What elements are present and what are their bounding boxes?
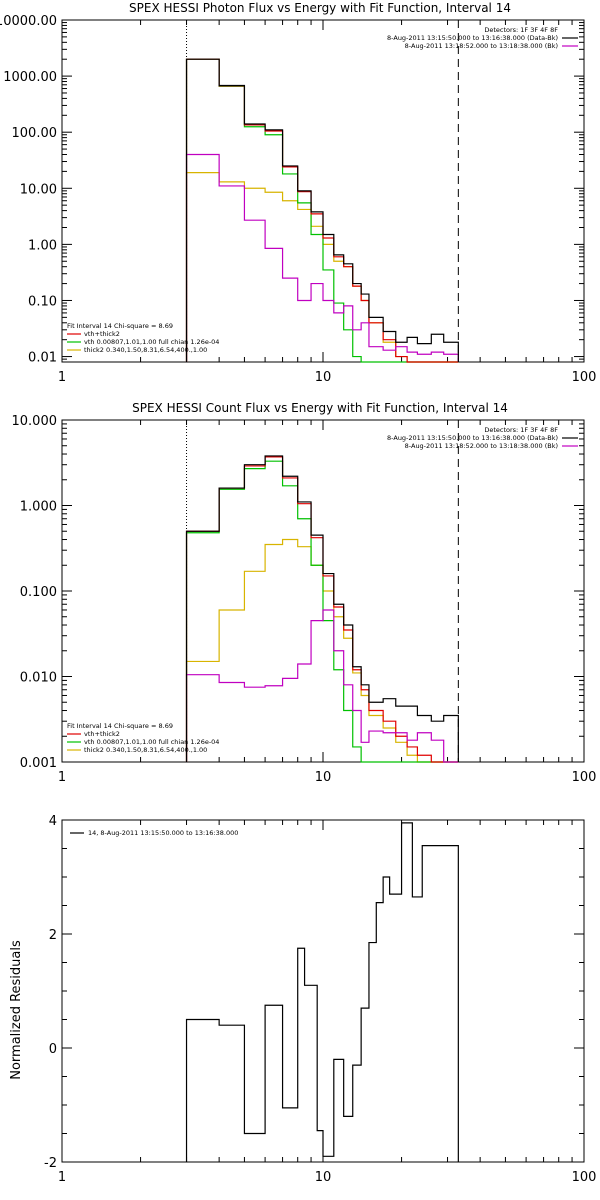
count-flux-panel: SPEX HESSI Count Flux vs Energy with Fit… xyxy=(12,401,597,785)
count-flux-legend-top-label: 8-Aug-2011 13:15:50.000 to 13:16:38.000 … xyxy=(387,434,558,442)
residuals-y-tick-label: 4 xyxy=(49,814,57,829)
photon-flux-series-line xyxy=(185,58,459,363)
residuals-series xyxy=(185,822,459,1162)
photon-flux-legend-bottom-label: vth+thick2 xyxy=(84,330,120,338)
photon-flux-legend-bottom-label: vth 0.00807,1.01,1.00 full chian 1.26e-0… xyxy=(84,338,219,346)
count-flux-series xyxy=(185,420,459,763)
count-flux-legend-top: Detectors: 1F 3F 4F 8F8-Aug-2011 13:15:5… xyxy=(387,426,578,450)
photon-flux-panel: SPEX HESSI Photon Flux vs Energy with Fi… xyxy=(0,1,596,385)
count-flux-y-tick-label: 1.000 xyxy=(20,500,57,515)
photon-flux-axes: 1 10 100 0.01 0.10 1.00 10.00 100.00 1000.00 1000… xyxy=(0,14,596,385)
photon-flux-legend-bottom-label: Fit Interval 14 Chi-square = 8.69 xyxy=(67,322,173,330)
count-flux-legend-bottom: Fit Interval 14 Chi-square = 8.69vth+thi… xyxy=(67,722,219,754)
photon-flux-series-line xyxy=(185,58,459,362)
count-flux-axes: 1 10 100 0.001 0.010 0.100 1.000 10.000 xyxy=(12,414,597,785)
residuals-series-line xyxy=(185,822,459,1162)
count-flux-x-tick-label: 1 xyxy=(58,770,66,785)
photon-flux-y-tick-label: 1000.00 xyxy=(3,70,57,85)
photon-flux-y-tick-label: 1.00 xyxy=(28,238,57,253)
count-flux-x-tick-label: 10 xyxy=(315,770,332,785)
residuals-x-tick-label: 10 xyxy=(315,1170,332,1185)
photon-flux-title: SPEX HESSI Photon Flux vs Energy with Fi… xyxy=(129,1,511,15)
count-flux-legend-bottom-label: vth 0.00807,1.01,1.00 full chian 1.26e-0… xyxy=(84,738,219,746)
count-flux-legend-bottom-label: Fit Interval 14 Chi-square = 8.69 xyxy=(67,722,173,730)
count-flux-series-line xyxy=(185,455,459,762)
photon-flux-y-tick-label: 0.01 xyxy=(28,351,57,366)
count-flux-y-tick-label: 0.010 xyxy=(20,671,57,686)
count-flux-legend-top-label: 8-Aug-2011 13:18:52.000 to 13:18:38.000 … xyxy=(405,442,558,450)
count-flux-y-tick-label: 0.100 xyxy=(20,585,57,600)
residuals-y-axis-label: Normalized Residuals xyxy=(9,940,24,1080)
photon-flux-x-tick-label: 1 xyxy=(58,370,66,385)
photon-flux-legend-top-label: Detectors: 1F 3F 4F 8F xyxy=(484,26,558,34)
count-flux-series-line xyxy=(185,460,459,763)
photon-flux-x-tick-label: 10 xyxy=(315,370,332,385)
photon-flux-series-line xyxy=(185,58,459,363)
photon-flux-y-tick-label: 0.10 xyxy=(28,294,57,309)
count-flux-title: SPEX HESSI Count Flux vs Energy with Fit… xyxy=(132,401,508,415)
residuals-legend: 14, 8-Aug-2011 13:15:50.000 to 13:16:38.… xyxy=(70,829,238,837)
count-flux-legend-bottom-label: vth+thick2 xyxy=(84,730,120,738)
count-flux-series-line xyxy=(185,609,459,763)
photon-flux-legend-top-label: 8-Aug-2011 13:18:52.000 to 13:18:38.000 … xyxy=(405,42,558,50)
residuals-x-tick-label: 1 xyxy=(58,1170,66,1185)
photon-flux-y-tick-label: 10.00 xyxy=(20,182,57,197)
residuals-panel: Normalized Residuals 1 10 100 -2 0 2 4 14, 8-A… xyxy=(9,814,596,1185)
count-flux-x-tick-label: 100 xyxy=(572,770,597,785)
residuals-y-tick-label: -2 xyxy=(44,1156,57,1171)
residuals-y-tick-label: 2 xyxy=(49,928,57,943)
photon-flux-y-tick-label: 100.00 xyxy=(12,126,58,141)
count-flux-y-tick-label: 0.001 xyxy=(20,756,57,771)
photon-flux-legend-top-label: 8-Aug-2011 13:15:50.000 to 13:16:38.000 … xyxy=(387,34,558,42)
photon-flux-series xyxy=(185,20,459,363)
photon-flux-legend-bottom: Fit Interval 14 Chi-square = 8.69vth+thi… xyxy=(67,322,219,354)
count-flux-y-tick-label: 10.000 xyxy=(12,414,58,429)
residuals-axes: 1 10 100 -2 0 2 4 xyxy=(44,814,596,1185)
photon-flux-x-tick-label: 100 xyxy=(572,370,597,385)
photon-flux-legend-bottom-label: thick2 0.340,1.50,8.31,6.54,400.,1.00 xyxy=(84,346,207,354)
photon-flux-legend-top: Detectors: 1F 3F 4F 8F8-Aug-2011 13:15:5… xyxy=(387,26,578,50)
residuals-legend-label: 14, 8-Aug-2011 13:15:50.000 to 13:16:38.… xyxy=(88,829,238,837)
count-flux-legend-bottom-label: thick2 0.340,1.50,8.31,6.54,400.,1.00 xyxy=(84,746,207,754)
residuals-x-tick-label: 100 xyxy=(572,1170,597,1185)
count-flux-legend-top-label: Detectors: 1F 3F 4F 8F xyxy=(484,426,558,434)
residuals-y-tick-label: 0 xyxy=(49,1042,57,1057)
photon-flux-y-tick-label: 10000.00 xyxy=(0,14,57,29)
photon-flux-series-line xyxy=(185,153,459,362)
